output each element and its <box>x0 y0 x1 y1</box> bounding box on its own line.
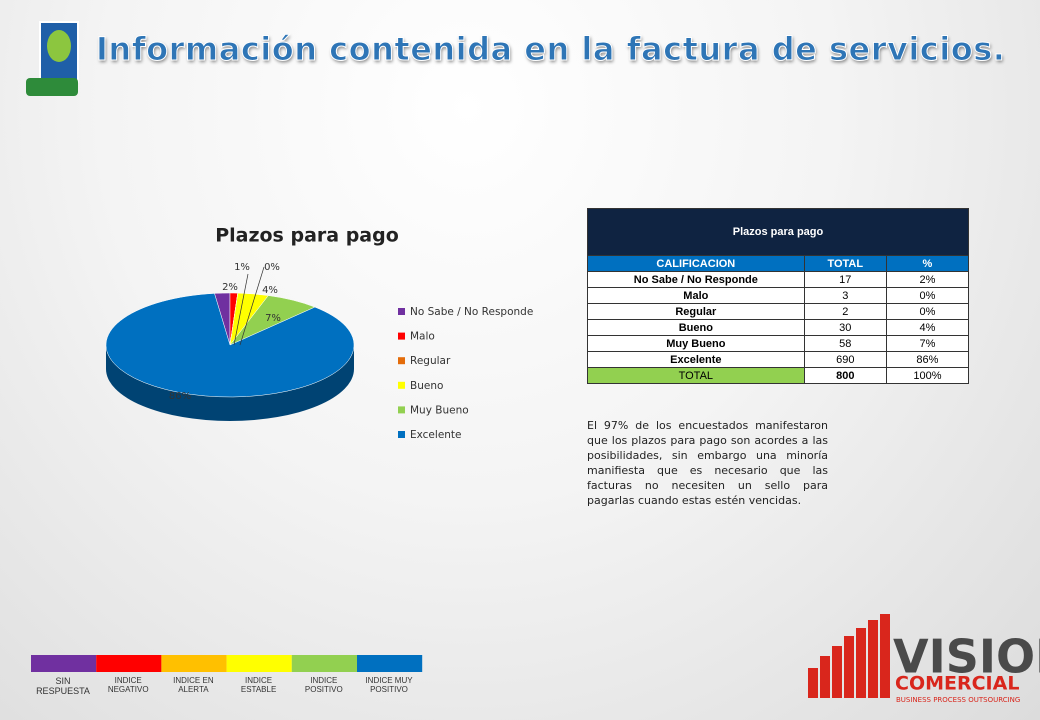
brand-bar <box>832 646 842 698</box>
data-label: 4% <box>262 285 278 296</box>
legend-swatch <box>398 357 405 365</box>
legend-label: Excelente <box>410 429 462 441</box>
table-header: CALIFICACION <box>587 255 805 272</box>
table-cell: Bueno <box>587 319 805 336</box>
table-cell: 86% <box>885 351 970 368</box>
brand-name: VISION <box>893 630 1040 684</box>
table-cell: 0% <box>885 303 970 320</box>
table-cell: 3 <box>803 287 887 304</box>
table-row: Malo 3 0% <box>587 287 970 304</box>
table-total: TOTAL <box>587 367 805 384</box>
table-total: 800 <box>803 367 887 384</box>
table-header-row: CALIFICACION TOTAL% <box>587 255 970 272</box>
data-label: 86% <box>169 391 191 402</box>
brand-bar <box>820 656 830 698</box>
note: El 97% de los encuestados manifestaron q… <box>587 419 828 507</box>
table-cell: 4% <box>885 319 970 336</box>
table-title-row: Plazos para pago <box>587 208 969 256</box>
brand-logo: VISION COMERCIAL BUSINESS PROCESS OUTSOU… <box>808 614 1040 704</box>
table-total: 100% <box>885 367 970 384</box>
table-cell: 58 <box>803 335 887 352</box>
legend-label: Bueno <box>410 380 443 392</box>
table-total-row: TOTAL 800 100% <box>587 367 970 384</box>
table-cell: Malo <box>587 287 805 304</box>
data-label: 2% <box>222 282 238 293</box>
table-cell: 0% <box>885 287 970 304</box>
legend-swatch <box>398 381 405 389</box>
pie-slice <box>105 293 355 398</box>
legend-label: Regular <box>410 355 451 367</box>
table-row: No Sabe / No Responde 17 2% <box>587 271 970 288</box>
brand-bar <box>844 636 854 698</box>
scale-label: INDICE ESTABLE <box>240 676 277 694</box>
scale-swatch <box>357 655 423 672</box>
table-title: Plazos para pago <box>587 208 969 256</box>
table-row: Bueno 30 4% <box>587 319 970 336</box>
data-table: Plazos para pago CALIFICACION TOTAL% No Sab… <box>587 208 970 384</box>
slide-title: Información contenida en la factura de s… <box>95 30 1006 69</box>
legend-label: Malo <box>410 331 435 343</box>
table-cell: 2 <box>803 303 887 320</box>
brand-bar <box>880 614 890 698</box>
table-cell: 2% <box>885 271 970 288</box>
legend-swatch <box>398 332 405 340</box>
table-row: Regular 2 0% <box>587 303 970 320</box>
scale-label: INDICE MUY POSITIVO <box>365 676 413 694</box>
brand-bar <box>868 620 878 698</box>
table-row: Muy Bueno 58 7% <box>587 335 970 352</box>
scale-swatch <box>291 655 357 672</box>
table-cell: No Sabe / No Responde <box>587 271 805 288</box>
data-label: 1% <box>234 262 250 273</box>
brand-bar <box>856 628 866 698</box>
scale-label: INDICE EN ALERTA <box>173 676 214 694</box>
left-logo <box>26 21 79 96</box>
table-header: % <box>885 255 970 272</box>
table-cell: Muy Bueno <box>587 335 805 352</box>
legend-swatch <box>398 406 405 414</box>
scale-label: INDICE NEGATIVO <box>107 676 149 694</box>
scale-swatch <box>96 655 162 672</box>
legend-swatch <box>398 431 405 438</box>
scale-label: SIN RESPUESTA <box>36 676 90 696</box>
table-cell: Excelente <box>587 351 805 368</box>
table-cell: 30 <box>803 319 887 336</box>
leader-line <box>233 273 249 346</box>
scale-label: INDICE POSITIVO <box>304 676 343 694</box>
legend-swatch <box>398 308 405 315</box>
leader-line <box>239 266 265 346</box>
table-cell: 17 <box>803 271 887 288</box>
brand-bar <box>808 668 818 698</box>
scale-swatch <box>226 655 292 672</box>
brand-sub: COMERCIAL <box>895 673 1019 695</box>
table-cell: 690 <box>803 351 887 368</box>
table-row: Excelente 690 86% <box>587 351 970 368</box>
table-cell: 7% <box>885 335 970 352</box>
table-cell: Regular <box>587 303 805 320</box>
scale-swatch <box>31 655 97 672</box>
table-header: TOTAL <box>803 255 887 272</box>
legend-label: No Sabe / No Responde <box>410 306 533 318</box>
data-label: 0% <box>264 262 280 273</box>
chart-title: Plazos para pago <box>215 225 399 247</box>
brand-tagline: BUSINESS PROCESS OUTSOURCING <box>896 696 1020 704</box>
scale-swatch <box>161 655 227 672</box>
slice-side <box>106 345 354 421</box>
legend-label: Muy Bueno <box>410 404 469 416</box>
data-label: 7% <box>265 313 281 324</box>
